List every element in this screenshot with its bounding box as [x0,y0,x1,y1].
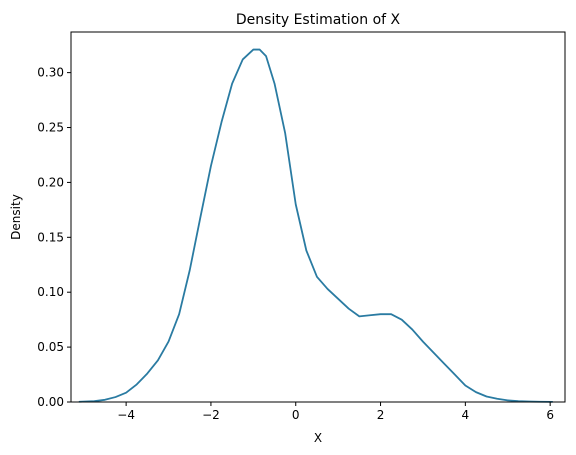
x-axis-label: X [314,431,322,445]
y-tick-label: 0.30 [37,66,64,80]
density-line-0 [78,48,554,403]
x-tick-label: −4 [117,408,135,422]
axes-frame [70,31,566,403]
x-tick-label: 6 [546,408,554,422]
y-tick-label: 0.05 [37,340,64,354]
x-tick-label: 0 [292,408,300,422]
x-tick-label: 4 [462,408,470,422]
y-tick-label: 0.25 [37,121,64,135]
y-axis-label: Density [9,194,23,240]
axes: −4 −2 0 2 4 6 0.00 0.05 0.10 0.15 0.20 0.25 0.30 [37,31,566,422]
y-tick-label: 0.20 [37,175,64,189]
y-tick-label: 0.15 [37,230,64,244]
x-tick-label: −2 [202,408,220,422]
plot-area [78,48,554,403]
y-tick-label: 0.00 [37,395,64,409]
chart-title: Density Estimation of X [236,12,401,28]
x-tick-label: 2 [377,408,385,422]
y-tick-label: 0.10 [37,285,64,299]
